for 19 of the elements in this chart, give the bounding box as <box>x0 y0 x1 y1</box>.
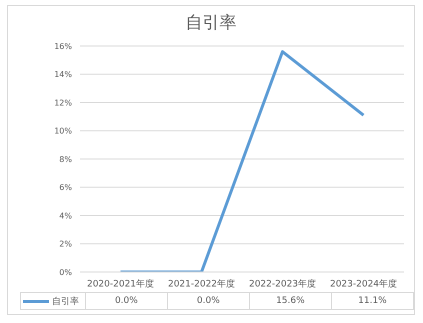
data-label: 0.0% <box>167 292 250 310</box>
x-tick-label: 2020-2021年度 <box>86 278 154 290</box>
y-tick-label: 4% <box>59 211 72 220</box>
x-tick-label: 2021-2022年度 <box>168 278 236 290</box>
y-tick-label: 8% <box>59 154 72 164</box>
x-tick-label: 2023-2024年度 <box>330 278 398 290</box>
y-tick-label: 10% <box>54 126 72 136</box>
y-tick-label: 14% <box>54 70 72 80</box>
data-label: 15.6% <box>249 292 332 310</box>
y-tick-label: 6% <box>59 183 72 192</box>
y-tick-label: 16% <box>54 42 72 51</box>
y-tick-label: 2% <box>59 240 72 249</box>
data-label: 11.1% <box>331 292 414 310</box>
data-label: 0.0% <box>85 292 168 310</box>
y-tick-label: 12% <box>54 98 72 108</box>
y-tick-label: 0% <box>59 268 72 277</box>
legend-label: 自引率 <box>20 292 86 310</box>
x-tick-label: 2022-2023年度 <box>248 278 316 290</box>
chart-title: 自引率 <box>184 12 238 35</box>
